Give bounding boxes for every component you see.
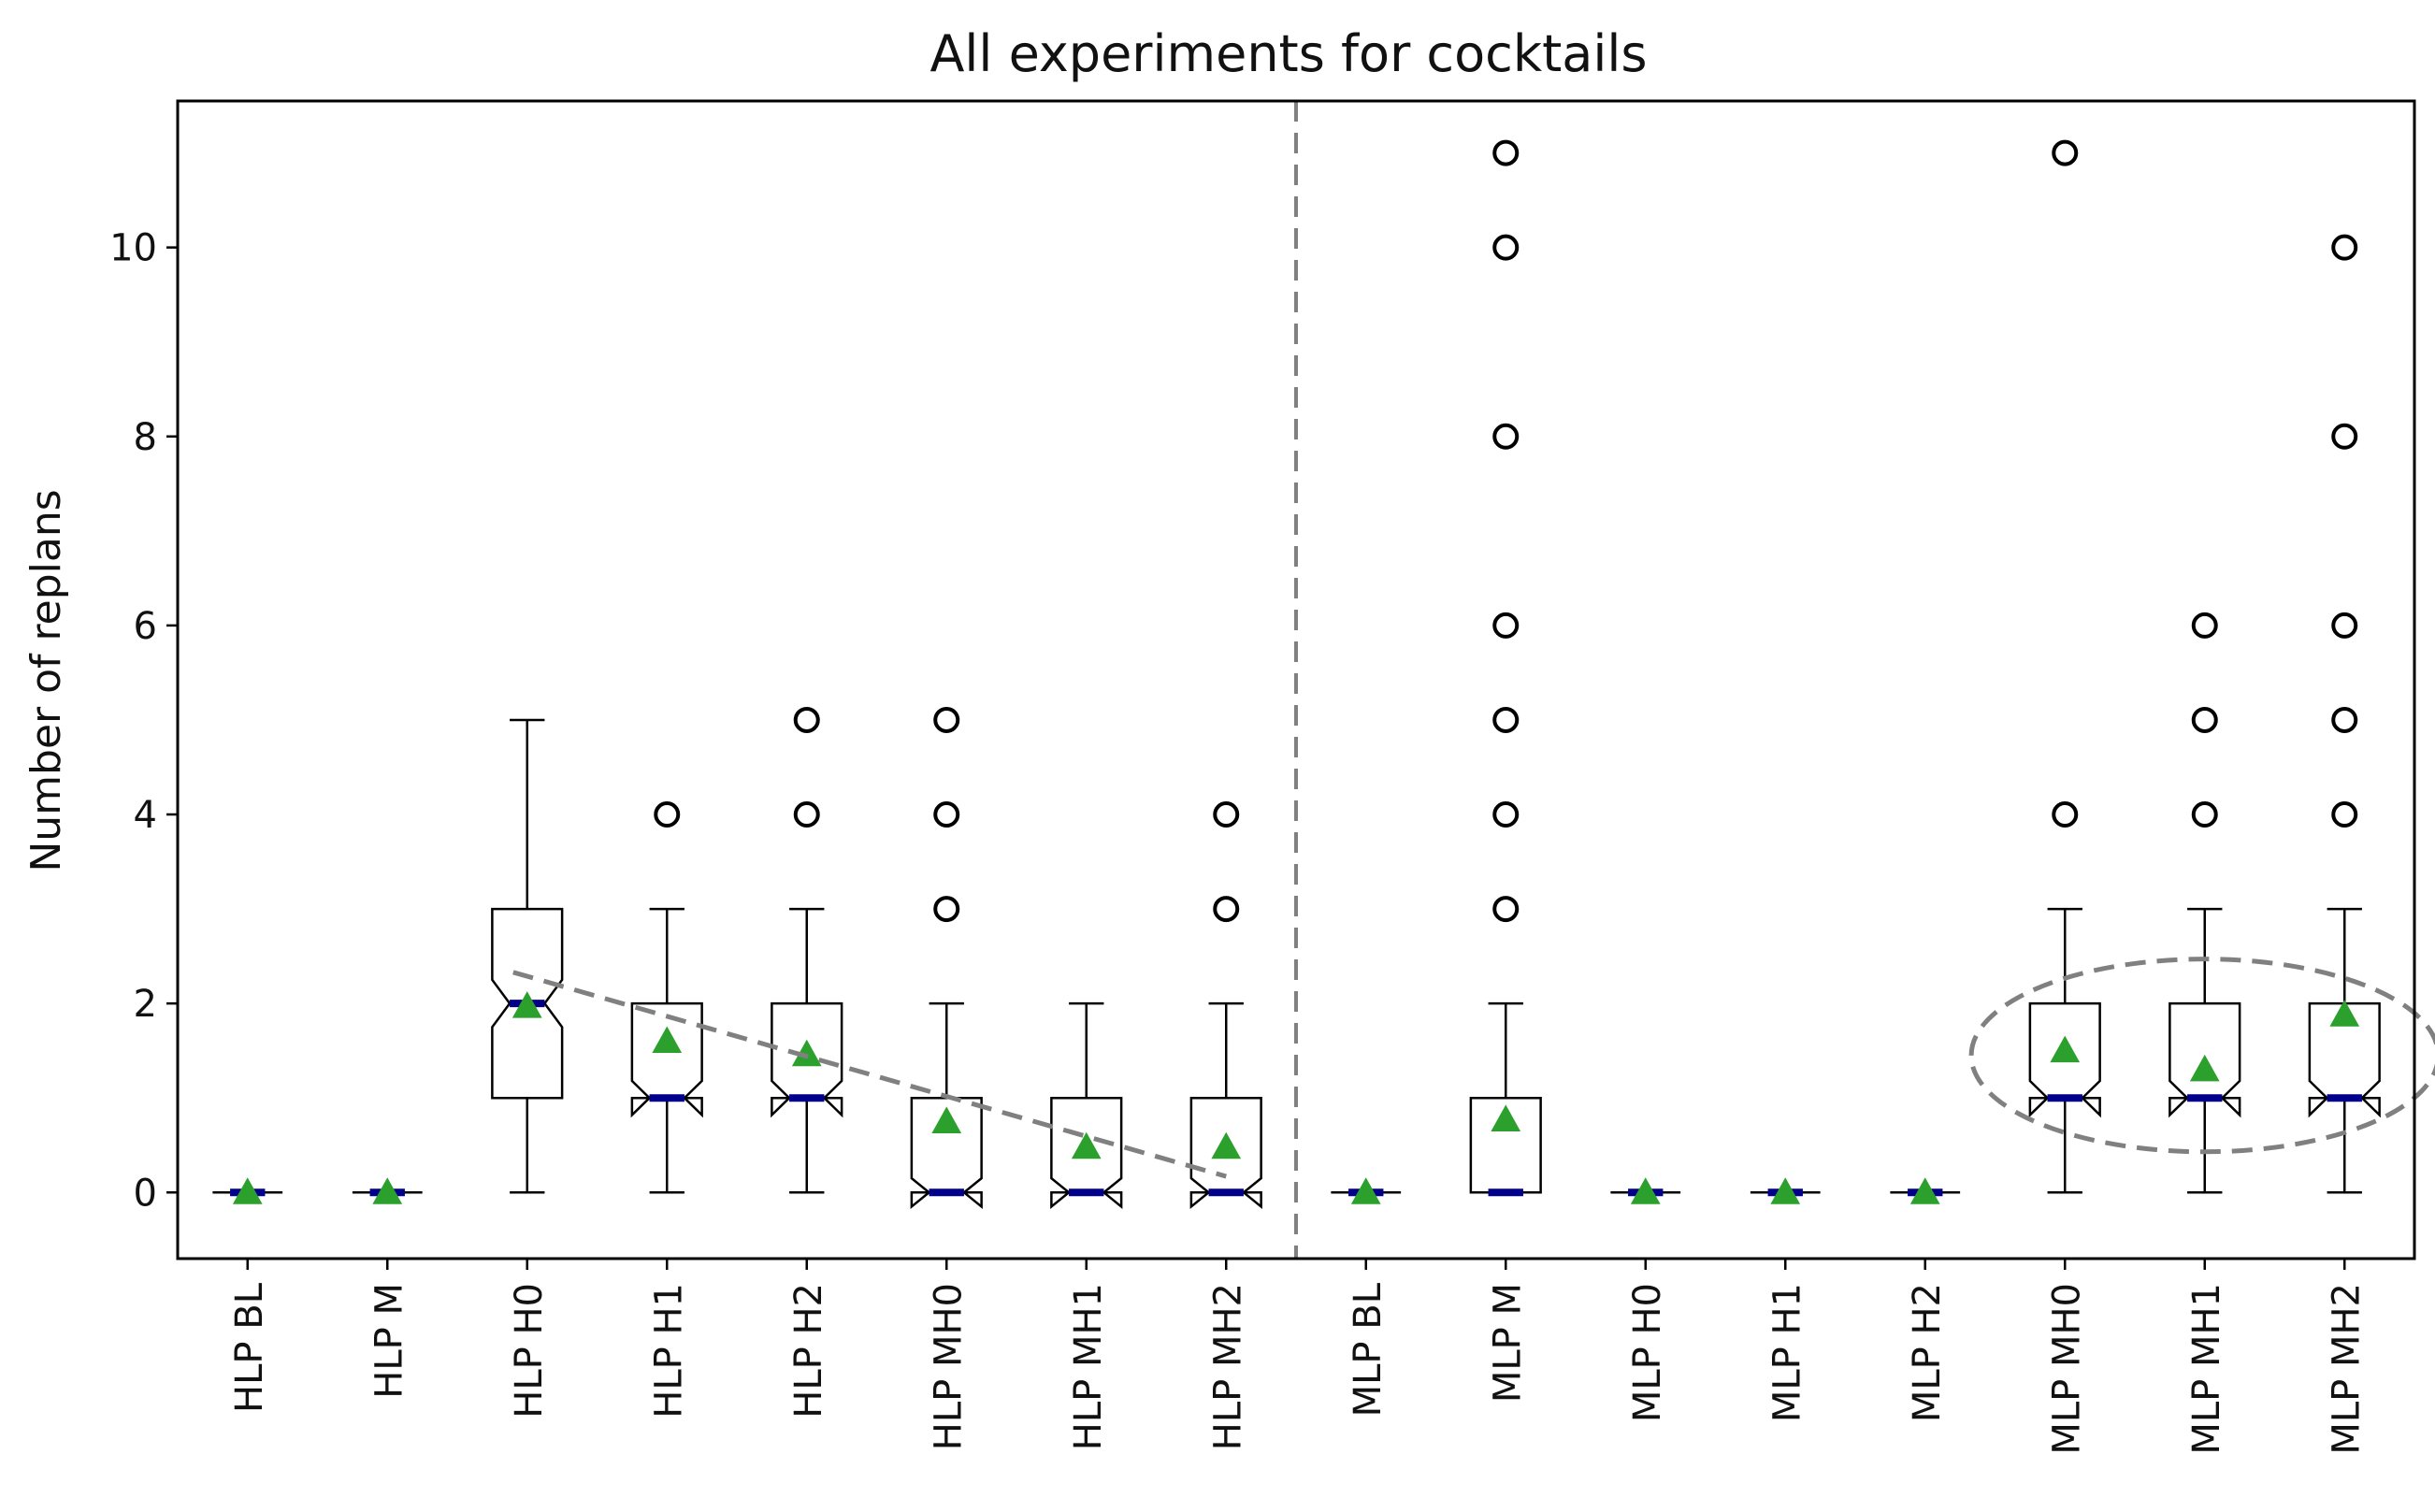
trend-line [512, 970, 1227, 1179]
box-group [1050, 1001, 1123, 1210]
box-group [1610, 1177, 1681, 1204]
box-group [491, 718, 564, 1194]
outlier-point [1213, 896, 1240, 923]
outlier-point [1213, 801, 1240, 828]
outlier-point [2052, 139, 2079, 166]
box-group [2308, 234, 2381, 1194]
x-tick-label: HLP MH0 [927, 1283, 970, 1450]
x-tick-label: HLP MH1 [1067, 1283, 1110, 1450]
box-group [1750, 1177, 1821, 1204]
x-tick-label: HLP H2 [787, 1283, 830, 1418]
box-body [1189, 1096, 1262, 1210]
x-tick-label: HLP H0 [508, 1283, 551, 1418]
mean-marker [1909, 1177, 1940, 1204]
boxes [212, 139, 2381, 1210]
outlier-point [2331, 706, 2358, 733]
box-body [491, 907, 564, 1100]
outlier-point [2331, 423, 2358, 450]
mean-marker [2189, 1054, 2220, 1082]
box-body [771, 1001, 843, 1118]
outlier-point [793, 706, 820, 733]
x-tick-label: MLP MH2 [2325, 1283, 2368, 1455]
outlier-point [1492, 896, 1520, 923]
x-tick-label: MLP MH0 [2045, 1283, 2088, 1455]
x-tick-label: MLP BL [1347, 1282, 1390, 1417]
y-tick-label: 4 [134, 794, 157, 837]
chart-title: All experiments for cocktails [929, 24, 1647, 83]
mean-marker [1071, 1131, 1102, 1159]
outlier-point [2331, 801, 2358, 828]
outlier-point [2191, 801, 2218, 828]
mean-marker [511, 991, 542, 1018]
outlier-point [2191, 706, 2218, 733]
mean-marker [232, 1177, 263, 1204]
outlier-point [1492, 139, 1520, 166]
box-group [2028, 139, 2101, 1194]
outlier-point [654, 801, 681, 828]
box-group [630, 801, 703, 1194]
plot-frame [176, 99, 2416, 1260]
box-group [2168, 612, 2241, 1194]
annotations-front [512, 957, 2435, 1179]
mean-marker [1491, 1104, 1521, 1131]
box-body [910, 1096, 983, 1210]
mean-marker [1630, 1177, 1661, 1204]
mean-marker [1770, 1177, 1801, 1204]
outlier-point [1492, 612, 1520, 639]
outlier-point [2331, 612, 2358, 639]
box-body [1050, 1096, 1123, 1210]
x-tick-label: MLP MH1 [2185, 1283, 2228, 1455]
x-tick-label: MLP H1 [1765, 1283, 1808, 1422]
y-tick-label: 0 [134, 1172, 157, 1215]
box-body [1469, 1096, 1542, 1194]
axis-ticks: 0 2 4 6 8 10 HLP BL HLP M HLP H0 HLP H1 HLP H2 HLP … [109, 227, 2368, 1455]
x-tick-label: HLP M [367, 1283, 411, 1399]
outlier-point [793, 801, 820, 828]
x-tick-label: HLP BL [228, 1282, 271, 1413]
box-group [1189, 801, 1262, 1210]
y-tick-label: 8 [134, 416, 157, 459]
box-body [630, 1001, 703, 1118]
outlier-point [2191, 612, 2218, 639]
box-body [2308, 1001, 2381, 1118]
box-group [1469, 139, 1542, 1197]
outlier-point [933, 706, 960, 733]
outlier-point [1492, 706, 1520, 733]
outlier-point [933, 801, 960, 828]
outlier-point [933, 896, 960, 923]
mean-marker [372, 1177, 403, 1204]
outlier-point [1492, 801, 1520, 828]
mean-marker [1350, 1177, 1381, 1204]
x-tick-label: MLP H0 [1626, 1283, 1669, 1422]
x-tick-label: HLP MH2 [1206, 1283, 1249, 1450]
x-tick-label: MLP M [1486, 1283, 1529, 1403]
mean-marker [2050, 1035, 2081, 1063]
box-body [2168, 1001, 2241, 1118]
x-tick-label: MLP H2 [1906, 1283, 1949, 1422]
highlight-ellipse [1968, 957, 2435, 1155]
outlier-point [1492, 234, 1520, 261]
mean-marker [2329, 1000, 2360, 1027]
box-group [771, 706, 843, 1194]
outlier-point [2331, 234, 2358, 261]
y-tick-label: 6 [134, 605, 157, 648]
box-group [910, 706, 983, 1210]
mean-marker [931, 1106, 962, 1133]
box-group [1890, 1177, 1961, 1204]
y-axis-label: Number of replans [22, 489, 70, 871]
box-body [2028, 1001, 2101, 1118]
x-tick-label: HLP H1 [647, 1283, 690, 1418]
mean-marker [1211, 1131, 1242, 1159]
box-group [352, 1177, 423, 1204]
box-group [1331, 1177, 1402, 1204]
mean-marker [652, 1026, 683, 1054]
y-tick-label: 2 [134, 983, 157, 1026]
outlier-point [1492, 423, 1520, 450]
box-group [212, 1177, 283, 1204]
y-tick-label: 10 [109, 227, 157, 270]
outlier-point [2052, 801, 2079, 828]
